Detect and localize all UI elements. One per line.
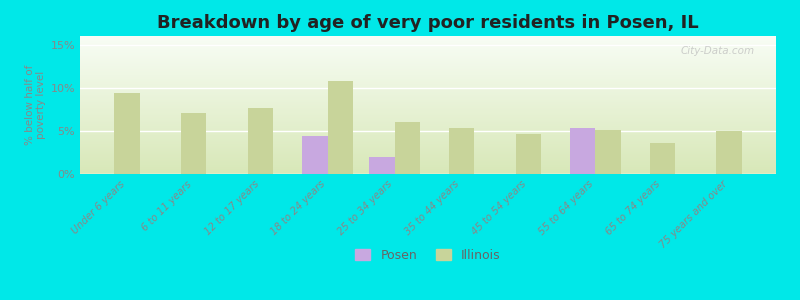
Bar — [369, 157, 394, 174]
Legend: Posen, Illinois: Posen, Illinois — [350, 244, 506, 267]
Bar — [595, 130, 621, 174]
Bar — [449, 128, 474, 174]
Bar — [394, 122, 420, 174]
Text: City-Data.com: City-Data.com — [681, 46, 755, 56]
Bar — [328, 81, 353, 174]
Bar — [717, 131, 742, 174]
Bar — [248, 108, 274, 174]
Title: Breakdown by age of very poor residents in Posen, IL: Breakdown by age of very poor residents … — [157, 14, 699, 32]
Bar — [570, 128, 595, 174]
Y-axis label: % below half of
poverty level: % below half of poverty level — [25, 65, 46, 145]
Bar — [181, 113, 206, 174]
Bar — [650, 143, 675, 174]
Bar — [114, 93, 139, 174]
Bar — [516, 134, 541, 174]
Bar — [302, 136, 328, 174]
